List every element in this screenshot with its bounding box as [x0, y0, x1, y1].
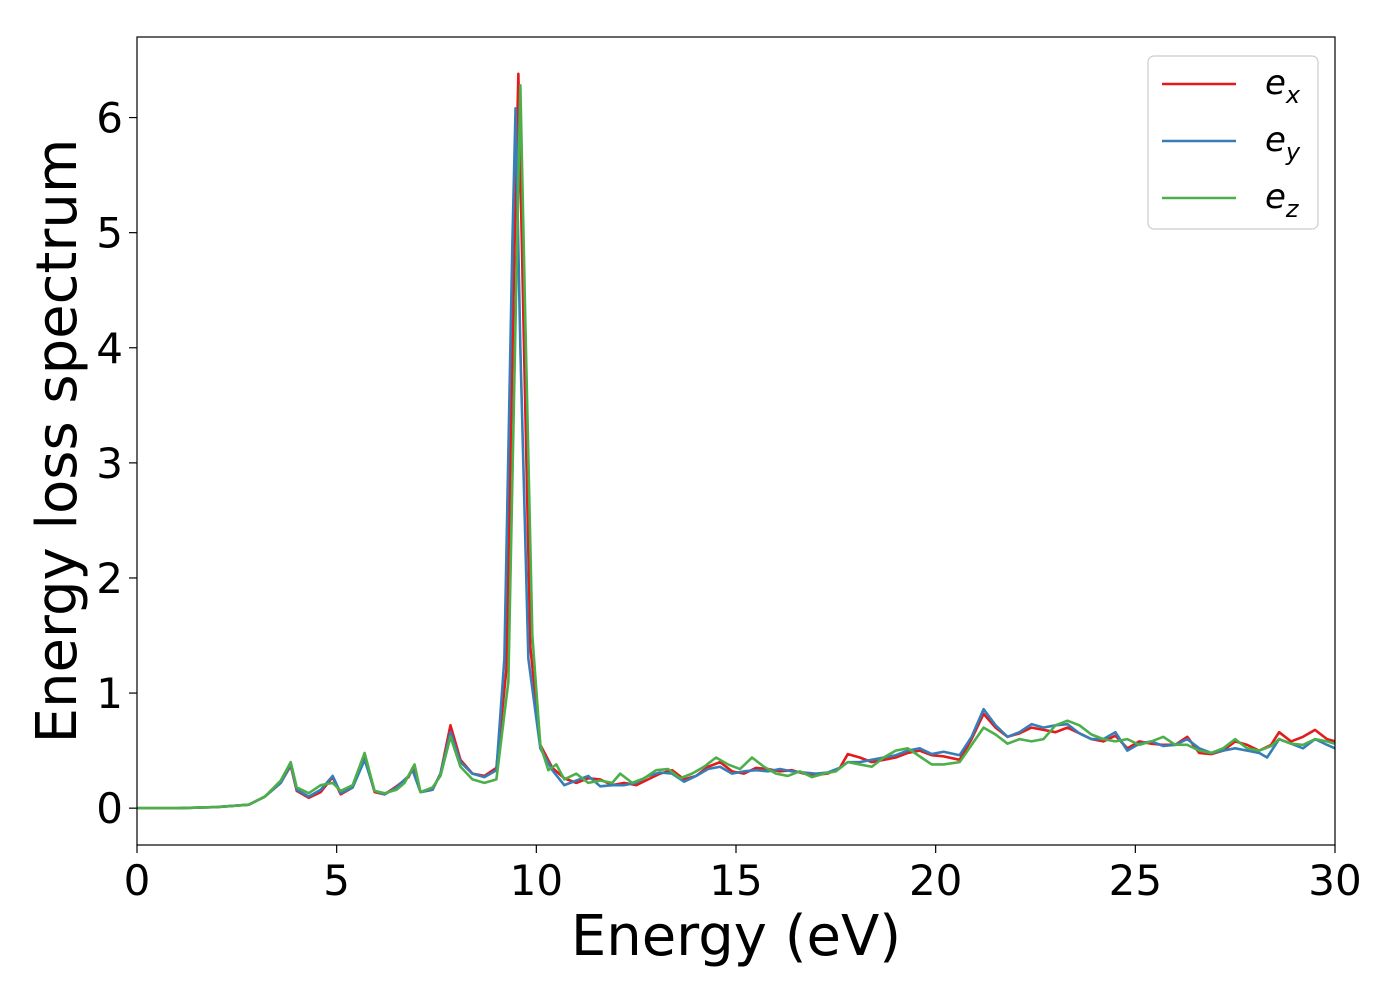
legend-label-subscript: y: [1285, 138, 1301, 166]
legend-label-subscript: z: [1285, 195, 1300, 223]
x-tick-label: 20: [909, 856, 962, 905]
x-axis-ticks: 0 5 10 15 20 25 30: [124, 845, 1362, 905]
y-axis-title: Energy loss spectrum: [25, 139, 90, 744]
y-axis-ticks: 0 1 2 3 4 5 6: [96, 94, 137, 833]
x-tick-label: 25: [1109, 856, 1162, 905]
y-tick-label: 3: [96, 439, 123, 488]
x-tick-label: 15: [709, 856, 762, 905]
x-tick-label: 0: [124, 856, 151, 905]
legend-label-ez: ez: [1265, 177, 1300, 223]
y-tick-label: 1: [96, 669, 123, 718]
x-tick-label: 10: [510, 856, 563, 905]
x-axis-title: Energy (eV): [571, 904, 901, 969]
legend-label-subscript: x: [1285, 81, 1301, 109]
y-tick-label: 4: [96, 324, 123, 373]
legend-label-base: e: [1265, 177, 1286, 217]
legend-label-ey: ey: [1265, 120, 1301, 166]
y-tick-label: 5: [96, 209, 123, 258]
x-tick-label: 30: [1308, 856, 1361, 905]
y-tick-label: 2: [96, 554, 123, 603]
legend-label-base: e: [1265, 63, 1286, 103]
legend-label-base: e: [1265, 120, 1286, 160]
series-layer: [137, 72, 1335, 810]
legend-box: [1147, 55, 1319, 230]
y-tick-label: 6: [96, 94, 123, 143]
y-tick-label: 0: [96, 784, 123, 833]
legend-label-ex: ex: [1265, 63, 1301, 109]
series-line-ez: [137, 84, 1335, 810]
x-tick-label: 5: [323, 856, 350, 905]
